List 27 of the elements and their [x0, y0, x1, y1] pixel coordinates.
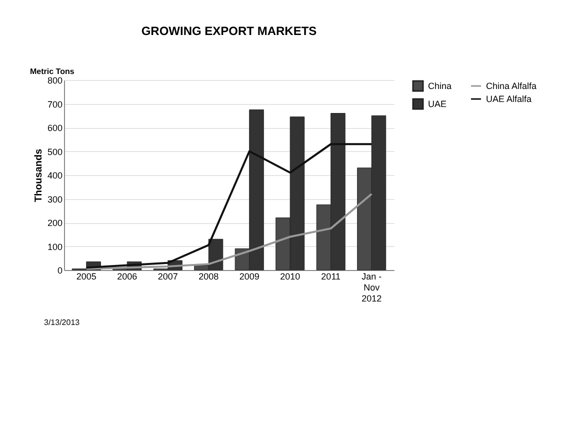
line-series — [85, 143, 373, 269]
y-tick-label: 800 — [47, 76, 62, 86]
legend-label: China Alfalfa — [486, 81, 537, 91]
y-tick-label: 500 — [47, 146, 62, 157]
chart-title: GROWING EXPORT MARKETS — [141, 24, 317, 38]
x-tick-label: 2006 — [117, 272, 138, 282]
y-tick-label: 600 — [47, 123, 62, 133]
x-tick-label: 2005 — [76, 272, 96, 282]
x-tick-label: 2011 — [321, 272, 341, 282]
x-tick-label: Jan - Nov 2012 — [362, 272, 382, 304]
legend-label: China — [428, 81, 452, 91]
y-tick-label: 700 — [47, 99, 62, 110]
y-tick-label: 100 — [47, 242, 62, 252]
x-tick-label: 2010 — [280, 272, 300, 282]
x-tick-label: 2007 — [158, 272, 178, 282]
legend-label: UAE — [428, 99, 447, 109]
text: 3/13/2013 — [44, 318, 80, 327]
y-tick-label: 0 — [57, 266, 62, 276]
y-tick-label: 300 — [47, 194, 62, 204]
text: Metric Tons — [30, 67, 75, 76]
y-tick-label: 400 — [47, 170, 62, 180]
line-series — [85, 193, 373, 270]
y-tick-label: 200 — [47, 218, 62, 228]
x-tick-label: 2009 — [239, 272, 260, 282]
y-axis-title: Thousands — [33, 148, 44, 202]
legend-label: UAE Alfalfa — [486, 94, 532, 104]
x-tick-label: 2008 — [198, 272, 219, 282]
